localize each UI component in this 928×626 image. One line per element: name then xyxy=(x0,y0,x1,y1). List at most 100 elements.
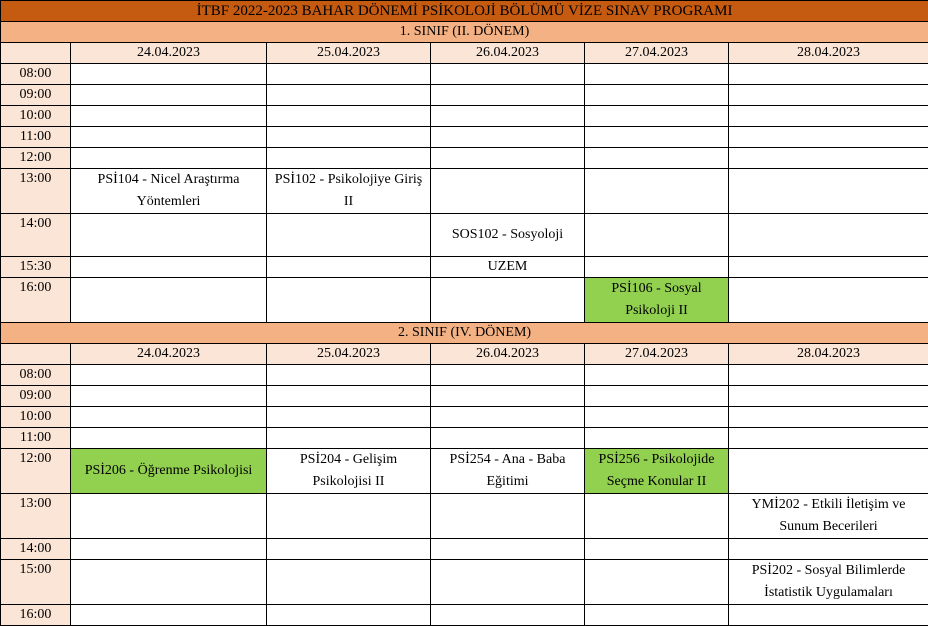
empty-cell[interactable] xyxy=(729,106,928,127)
empty-cell[interactable] xyxy=(729,449,928,494)
empty-cell[interactable] xyxy=(585,365,729,386)
empty-cell[interactable] xyxy=(431,64,585,85)
empty-cell[interactable] xyxy=(431,560,585,605)
empty-cell[interactable] xyxy=(431,127,585,148)
empty-cell[interactable] xyxy=(71,539,267,560)
time-label: 10:00 xyxy=(1,407,71,428)
time-row: 12:00 xyxy=(1,148,928,169)
empty-cell[interactable] xyxy=(71,365,267,386)
empty-cell[interactable] xyxy=(729,428,928,449)
empty-cell[interactable] xyxy=(729,127,928,148)
exam-cell[interactable]: SOS102 - Sosyoloji xyxy=(431,214,585,257)
empty-cell[interactable] xyxy=(267,365,431,386)
empty-cell[interactable] xyxy=(729,257,928,278)
empty-cell[interactable] xyxy=(585,605,729,626)
empty-cell[interactable] xyxy=(431,407,585,428)
exam-cell[interactable]: PSİ106 - Sosyal Psikoloji II xyxy=(585,278,729,323)
empty-cell[interactable] xyxy=(431,494,585,539)
time-label: 13:00 xyxy=(1,169,71,214)
exam-cell[interactable]: UZEM xyxy=(431,257,585,278)
empty-cell[interactable] xyxy=(431,428,585,449)
empty-cell[interactable] xyxy=(267,106,431,127)
empty-cell[interactable] xyxy=(431,386,585,407)
empty-cell[interactable] xyxy=(585,85,729,106)
exam-cell[interactable]: PSİ202 - Sosyal Bilimlerde İstatistik Uy… xyxy=(729,560,928,605)
date-header: 24.04.2023 xyxy=(71,344,267,365)
empty-cell[interactable] xyxy=(585,407,729,428)
date-header: 25.04.2023 xyxy=(267,344,431,365)
empty-cell[interactable] xyxy=(71,407,267,428)
empty-cell[interactable] xyxy=(729,85,928,106)
empty-cell[interactable] xyxy=(585,494,729,539)
empty-cell[interactable] xyxy=(267,428,431,449)
time-label: 12:00 xyxy=(1,148,71,169)
empty-cell[interactable] xyxy=(267,64,431,85)
time-label: 14:00 xyxy=(1,539,71,560)
empty-cell[interactable] xyxy=(431,106,585,127)
empty-cell[interactable] xyxy=(71,560,267,605)
empty-cell[interactable] xyxy=(267,85,431,106)
empty-cell[interactable] xyxy=(71,214,267,257)
empty-cell[interactable] xyxy=(267,257,431,278)
empty-cell[interactable] xyxy=(71,605,267,626)
empty-cell[interactable] xyxy=(729,386,928,407)
empty-cell[interactable] xyxy=(267,386,431,407)
empty-cell[interactable] xyxy=(729,365,928,386)
empty-cell[interactable] xyxy=(267,494,431,539)
exam-cell[interactable]: PSİ206 - Öğrenme Psikolojisi xyxy=(71,449,267,494)
empty-cell[interactable] xyxy=(585,214,729,257)
empty-cell[interactable] xyxy=(585,257,729,278)
empty-cell[interactable] xyxy=(585,428,729,449)
empty-cell[interactable] xyxy=(71,278,267,323)
empty-cell[interactable] xyxy=(267,539,431,560)
empty-cell[interactable] xyxy=(585,106,729,127)
exam-cell[interactable]: PSİ254 - Ana - Baba Eğitimi xyxy=(431,449,585,494)
exam-cell[interactable]: PSİ104 - Nicel Araştırma Yöntemleri xyxy=(71,169,267,214)
empty-cell[interactable] xyxy=(71,494,267,539)
empty-cell[interactable] xyxy=(431,539,585,560)
empty-cell[interactable] xyxy=(729,64,928,85)
empty-cell[interactable] xyxy=(585,386,729,407)
empty-cell[interactable] xyxy=(267,407,431,428)
empty-cell[interactable] xyxy=(267,605,431,626)
empty-cell[interactable] xyxy=(585,169,729,214)
empty-cell[interactable] xyxy=(71,64,267,85)
empty-cell[interactable] xyxy=(729,278,928,323)
exam-cell[interactable]: YMİ202 - Etkili İletişim ve Sunum Beceri… xyxy=(729,494,928,539)
empty-cell[interactable] xyxy=(431,169,585,214)
empty-cell[interactable] xyxy=(71,257,267,278)
empty-cell[interactable] xyxy=(267,560,431,605)
empty-cell[interactable] xyxy=(431,278,585,323)
empty-cell[interactable] xyxy=(71,127,267,148)
empty-cell[interactable] xyxy=(585,64,729,85)
empty-cell[interactable] xyxy=(267,214,431,257)
empty-cell[interactable] xyxy=(71,106,267,127)
empty-cell[interactable] xyxy=(267,278,431,323)
empty-cell[interactable] xyxy=(729,169,928,214)
empty-cell[interactable] xyxy=(729,539,928,560)
empty-cell[interactable] xyxy=(431,365,585,386)
empty-cell[interactable] xyxy=(585,127,729,148)
exam-cell[interactable]: PSİ256 - Psikolojide Seçme Konular II xyxy=(585,449,729,494)
exam-cell[interactable]: PSİ102 - Psikolojiye Giriş II xyxy=(267,169,431,214)
empty-cell[interactable] xyxy=(431,605,585,626)
empty-cell[interactable] xyxy=(267,148,431,169)
empty-cell[interactable] xyxy=(585,539,729,560)
empty-cell[interactable] xyxy=(71,386,267,407)
empty-cell[interactable] xyxy=(71,85,267,106)
empty-cell[interactable] xyxy=(729,605,928,626)
empty-cell[interactable] xyxy=(431,148,585,169)
time-label: 09:00 xyxy=(1,85,71,106)
empty-cell[interactable] xyxy=(729,407,928,428)
exam-cell[interactable]: PSİ204 - Gelişim Psikolojisi II xyxy=(267,449,431,494)
empty-cell[interactable] xyxy=(585,560,729,605)
empty-cell[interactable] xyxy=(71,428,267,449)
empty-cell[interactable] xyxy=(729,214,928,257)
empty-cell[interactable] xyxy=(729,148,928,169)
empty-cell[interactable] xyxy=(431,85,585,106)
empty-cell[interactable] xyxy=(585,148,729,169)
empty-cell[interactable] xyxy=(267,127,431,148)
empty-cell[interactable] xyxy=(71,148,267,169)
time-label: 10:00 xyxy=(1,106,71,127)
